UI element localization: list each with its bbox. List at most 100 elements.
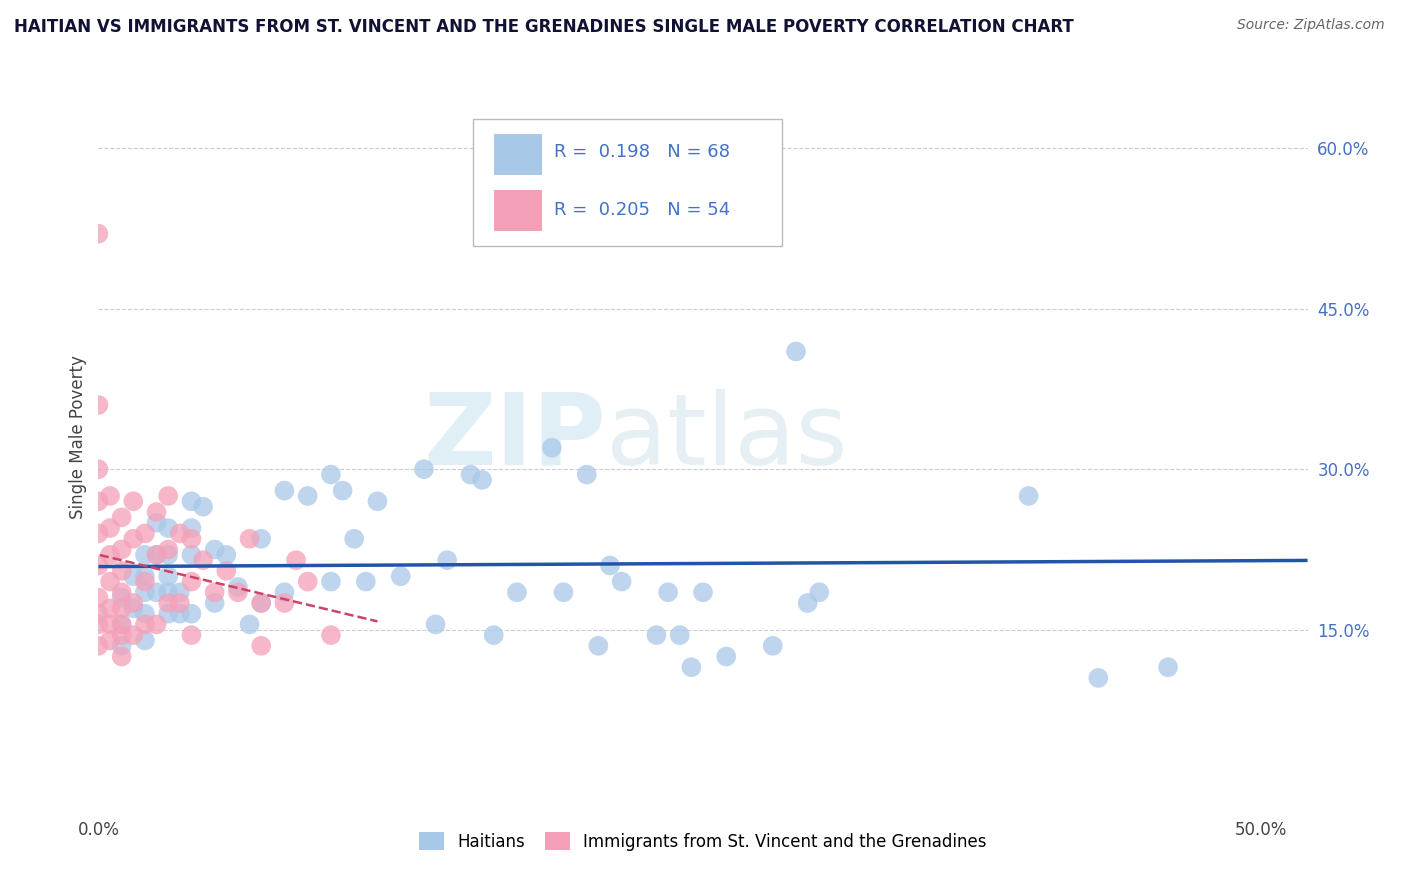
- Point: [239, 532, 262, 546]
- Point: [180, 574, 202, 589]
- Point: [785, 344, 807, 359]
- Point: [366, 494, 388, 508]
- Point: [204, 542, 226, 557]
- Point: [645, 628, 668, 642]
- Text: ZIP: ZIP: [423, 389, 606, 485]
- Point: [716, 649, 738, 664]
- Point: [319, 574, 342, 589]
- Point: [460, 467, 482, 482]
- Point: [157, 569, 180, 583]
- Point: [87, 558, 110, 573]
- Point: [692, 585, 714, 599]
- Point: [169, 585, 191, 599]
- Point: [1157, 660, 1180, 674]
- Text: atlas: atlas: [606, 389, 848, 485]
- Point: [297, 574, 319, 589]
- Point: [111, 564, 134, 578]
- Bar: [494, 134, 543, 175]
- Point: [588, 639, 610, 653]
- Point: [145, 548, 167, 562]
- Point: [319, 628, 342, 642]
- Point: [169, 526, 191, 541]
- Point: [273, 596, 295, 610]
- Text: R =  0.205   N = 54: R = 0.205 N = 54: [554, 201, 731, 219]
- Point: [111, 639, 134, 653]
- Point: [180, 494, 202, 508]
- Point: [98, 601, 121, 615]
- Point: [389, 569, 412, 583]
- Point: [250, 596, 273, 610]
- Point: [796, 596, 818, 610]
- Point: [157, 542, 180, 557]
- Point: [145, 548, 167, 562]
- Point: [575, 467, 598, 482]
- Point: [111, 601, 134, 615]
- Point: [134, 526, 156, 541]
- Point: [87, 607, 110, 621]
- Point: [122, 569, 145, 583]
- Point: [180, 628, 202, 642]
- Point: [657, 585, 679, 599]
- Point: [111, 617, 134, 632]
- Text: R =  0.198   N = 68: R = 0.198 N = 68: [554, 144, 730, 161]
- Point: [506, 585, 529, 599]
- Point: [145, 516, 167, 530]
- Point: [343, 532, 366, 546]
- Point: [215, 548, 238, 562]
- Point: [111, 591, 134, 605]
- Point: [215, 564, 238, 578]
- Point: [250, 639, 273, 653]
- Point: [332, 483, 354, 498]
- Point: [157, 585, 180, 599]
- Point: [87, 617, 110, 632]
- Point: [226, 585, 249, 599]
- Point: [87, 526, 110, 541]
- Text: Source: ZipAtlas.com: Source: ZipAtlas.com: [1237, 18, 1385, 32]
- Point: [169, 607, 191, 621]
- Point: [610, 574, 633, 589]
- Point: [191, 500, 214, 514]
- Point: [681, 660, 703, 674]
- Point: [1087, 671, 1109, 685]
- Point: [204, 596, 226, 610]
- Point: [273, 585, 295, 599]
- Point: [180, 521, 202, 535]
- Point: [98, 521, 121, 535]
- Point: [111, 628, 134, 642]
- Point: [157, 607, 180, 621]
- Point: [239, 617, 262, 632]
- Point: [134, 633, 156, 648]
- FancyBboxPatch shape: [474, 119, 782, 246]
- Point: [180, 607, 202, 621]
- Point: [425, 617, 447, 632]
- Point: [87, 494, 110, 508]
- Legend: Haitians, Immigrants from St. Vincent and the Grenadines: Haitians, Immigrants from St. Vincent an…: [412, 825, 994, 857]
- Point: [285, 553, 308, 567]
- Point: [297, 489, 319, 503]
- Point: [553, 585, 575, 599]
- Point: [98, 617, 121, 632]
- Point: [436, 553, 458, 567]
- Y-axis label: Single Male Poverty: Single Male Poverty: [69, 355, 87, 519]
- Point: [134, 548, 156, 562]
- Point: [111, 617, 134, 632]
- Point: [98, 548, 121, 562]
- Point: [482, 628, 505, 642]
- Point: [111, 585, 134, 599]
- Point: [668, 628, 690, 642]
- Point: [134, 585, 156, 599]
- Point: [191, 553, 214, 567]
- Point: [122, 601, 145, 615]
- Point: [762, 639, 785, 653]
- Point: [122, 532, 145, 546]
- Point: [599, 558, 621, 573]
- Point: [111, 542, 134, 557]
- Point: [98, 489, 121, 503]
- Point: [87, 591, 110, 605]
- Point: [1018, 489, 1040, 503]
- Point: [808, 585, 831, 599]
- Point: [145, 617, 167, 632]
- Point: [111, 510, 134, 524]
- Point: [145, 585, 167, 599]
- Point: [169, 596, 191, 610]
